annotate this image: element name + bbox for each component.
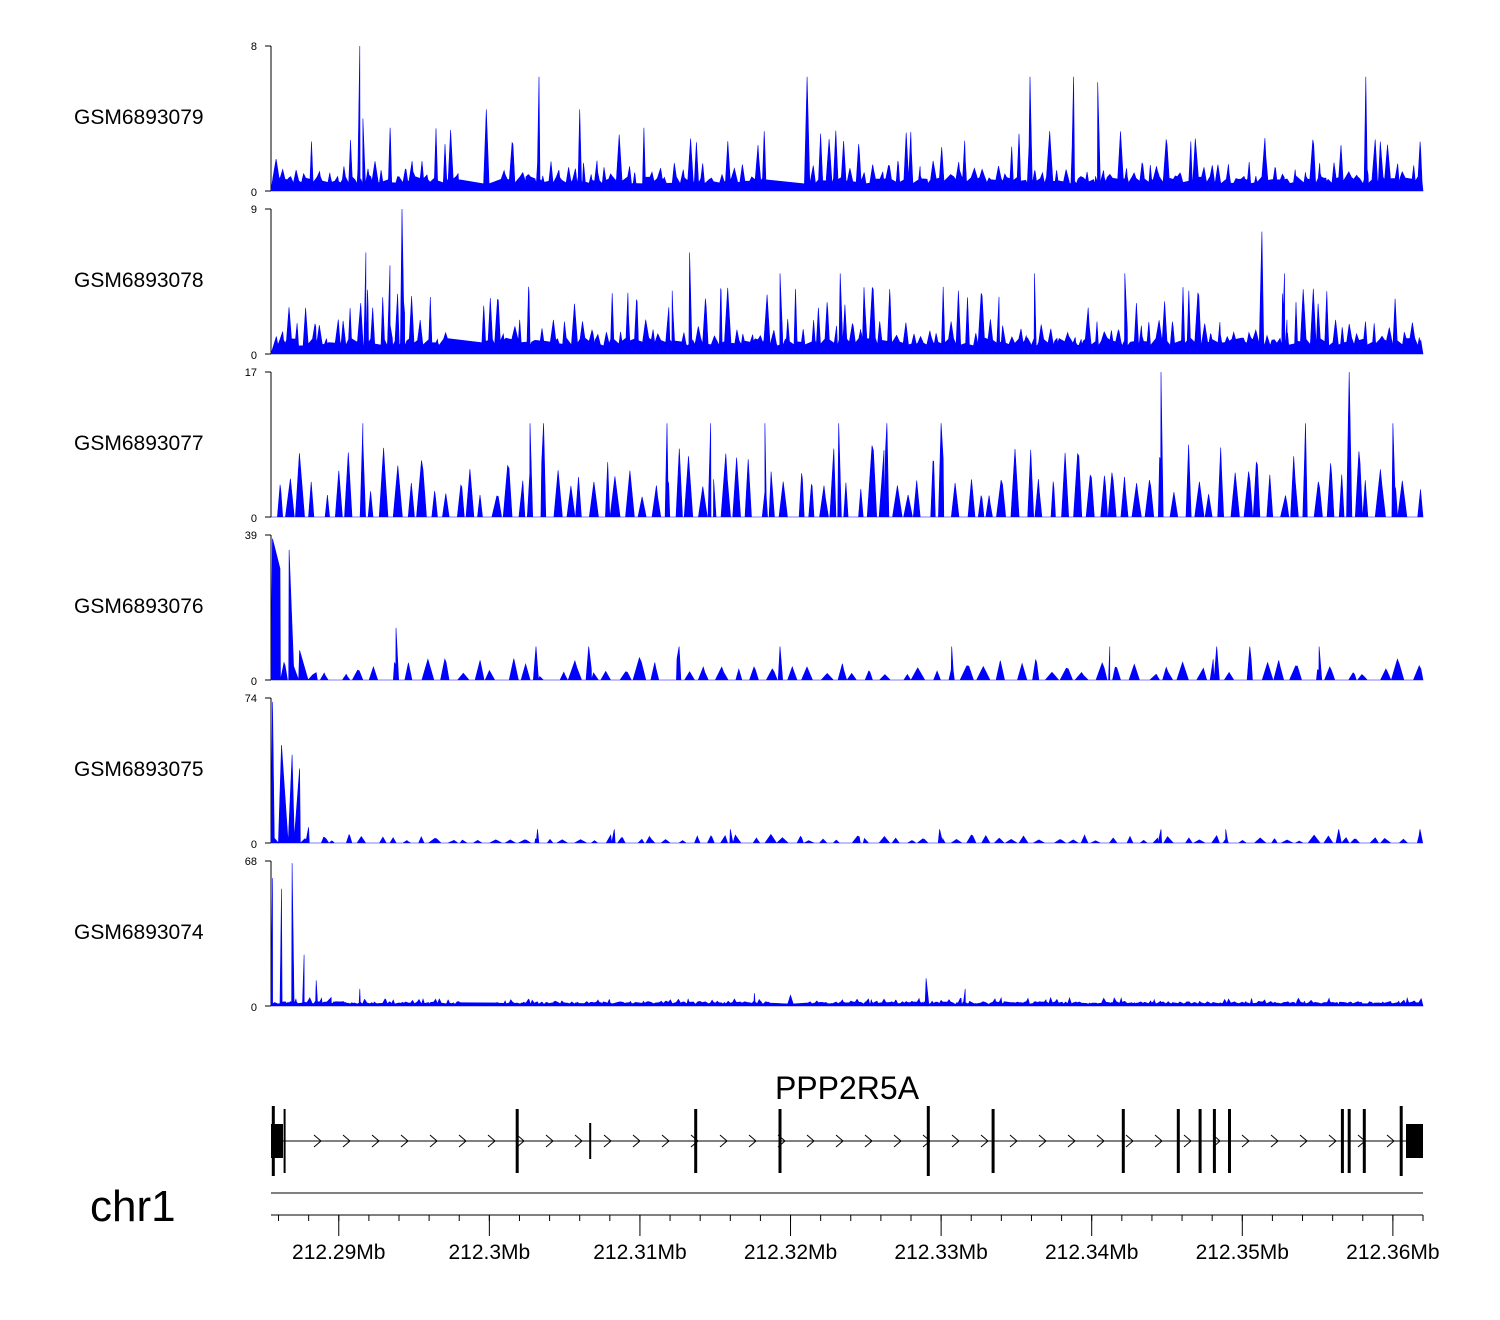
coverage-track: GSM6893079 8 0 <box>74 41 1424 199</box>
strand-arrow <box>690 1134 699 1148</box>
track-label: GSM6893074 <box>74 921 204 944</box>
track-label: GSM6893079 <box>74 106 204 129</box>
strand-arrow <box>719 1134 728 1148</box>
strand-arrow <box>980 1134 989 1148</box>
coverage-signal <box>270 208 1424 355</box>
strand-arrow <box>922 1134 931 1148</box>
exon <box>1362 1109 1366 1173</box>
coverage-track: GSM6893076 39 0 <box>74 530 1424 688</box>
exon <box>271 1106 275 1176</box>
exon <box>283 1109 286 1173</box>
exon <box>694 1109 698 1173</box>
y-min-label: 0 <box>251 350 257 362</box>
strand-arrow <box>487 1134 496 1148</box>
coverage-signal <box>270 701 1423 844</box>
exon <box>589 1123 592 1159</box>
exon <box>778 1109 782 1173</box>
coverage-signal <box>270 45 1424 192</box>
coverage-track: GSM6893077 17 0 <box>74 367 1424 525</box>
strand-arrow <box>835 1134 844 1148</box>
y-min-label: 0 <box>251 676 257 688</box>
strand-arrow <box>1009 1134 1018 1148</box>
axis-tick-label: 212.33Mb <box>894 1241 987 1264</box>
strand-arrow <box>1241 1134 1250 1148</box>
strand-arrow <box>893 1134 902 1148</box>
exon <box>1212 1109 1216 1173</box>
gene-model-track: PPP2R5A <box>271 1070 1423 1176</box>
strand-arrow <box>1125 1134 1134 1148</box>
strand-arrow <box>864 1134 873 1148</box>
strand-arrow <box>1299 1134 1308 1148</box>
coverage-track: GSM6893075 74 0 <box>74 693 1423 851</box>
axis-tick-label: 212.32Mb <box>744 1241 837 1264</box>
strand-arrow <box>951 1134 960 1148</box>
axis-tick-label: 212.34Mb <box>1045 1241 1138 1264</box>
y-max-label: 68 <box>245 856 257 868</box>
strand-arrow <box>632 1134 641 1148</box>
strand-arrow <box>371 1134 380 1148</box>
strand-arrow <box>1096 1134 1105 1148</box>
strand-arrow <box>516 1134 525 1148</box>
y-max-label: 17 <box>245 367 257 379</box>
strand-arrow <box>748 1134 757 1148</box>
exon <box>1340 1109 1344 1173</box>
y-min-label: 0 <box>251 839 257 851</box>
strand-arrow <box>458 1134 467 1148</box>
exon <box>1198 1109 1202 1173</box>
track-label: GSM6893076 <box>74 595 204 618</box>
coverage-signal <box>271 371 1424 518</box>
strand-arrow <box>342 1134 351 1148</box>
exon <box>515 1109 519 1173</box>
strand-arrow <box>603 1134 612 1148</box>
y-max-label: 74 <box>245 693 257 705</box>
strand-arrow <box>574 1134 583 1148</box>
axis-tick-label: 212.31Mb <box>593 1241 686 1264</box>
y-min-label: 0 <box>251 513 257 525</box>
y-max-label: 9 <box>251 204 257 216</box>
axis-tick-label: 212.3Mb <box>448 1241 530 1264</box>
exon <box>926 1106 930 1176</box>
exon <box>1347 1109 1351 1173</box>
strand-arrow <box>1328 1134 1337 1148</box>
strand-arrow <box>545 1134 554 1148</box>
track-label: GSM6893078 <box>74 269 204 292</box>
strand-arrow <box>1067 1134 1076 1148</box>
strand-arrow <box>661 1134 670 1148</box>
strand-arrow <box>313 1134 322 1148</box>
strand-arrow <box>1154 1134 1163 1148</box>
strand-arrow <box>1386 1134 1395 1148</box>
y-max-label: 39 <box>245 530 257 542</box>
axis-tick-label: 212.29Mb <box>292 1241 385 1264</box>
genome-axis: chr1 212.29Mb 212.3Mb 212.31Mb 212.32Mb 212.3… <box>90 1182 1440 1264</box>
track-label: GSM6893075 <box>74 758 204 781</box>
exon <box>1121 1109 1125 1173</box>
chromosome-label: chr1 <box>90 1182 176 1231</box>
exon <box>1176 1109 1180 1173</box>
y-min-label: 0 <box>251 187 257 199</box>
coverage-tracks: GSM689307980GSM689307890GSM6893077170GSM… <box>74 41 1424 1014</box>
coverage-signal <box>270 863 1424 1007</box>
coverage-signal <box>270 538 1424 681</box>
strand-arrow <box>1038 1134 1047 1148</box>
coverage-track: GSM6893074 68 0 <box>74 856 1424 1014</box>
strand-arrow <box>806 1134 815 1148</box>
coverage-track: GSM6893078 9 0 <box>74 204 1424 362</box>
track-label: GSM6893077 <box>74 432 204 455</box>
strand-arrow <box>1183 1134 1192 1148</box>
exon <box>991 1109 995 1173</box>
strand-arrow <box>400 1134 409 1148</box>
y-max-label: 8 <box>251 41 257 53</box>
y-min-label: 0 <box>251 1002 257 1014</box>
gene-name-label: PPP2R5A <box>775 1070 920 1106</box>
strand-arrow <box>429 1134 438 1148</box>
axis-tick-label: 212.35Mb <box>1196 1241 1289 1264</box>
exon <box>1228 1109 1231 1173</box>
axis-tick-label: 212.36Mb <box>1346 1241 1439 1264</box>
utr-3prime <box>1406 1124 1423 1158</box>
strand-arrow <box>1270 1134 1279 1148</box>
exon <box>1399 1106 1403 1176</box>
